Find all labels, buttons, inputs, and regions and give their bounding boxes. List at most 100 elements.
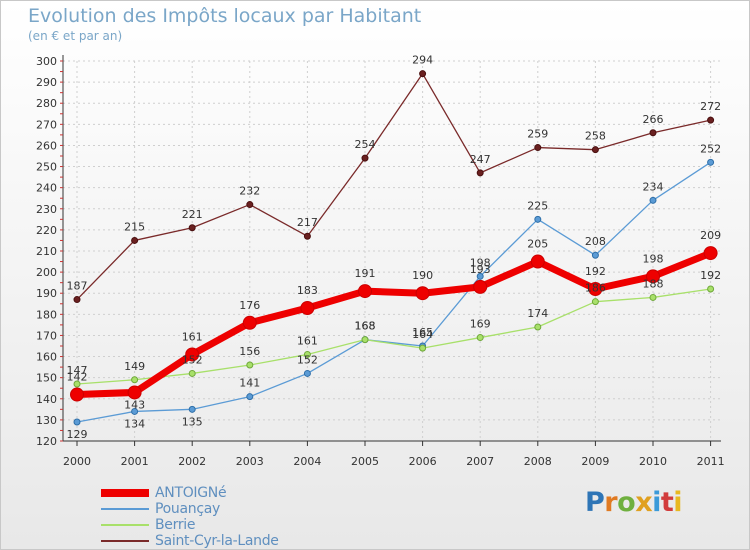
data-point-saint-cyr-la-lande [419, 70, 427, 78]
data-point-saint-cyr-la-lande [591, 146, 599, 154]
y-tick-label: 240 [36, 182, 57, 195]
data-label-berrie: 147 [67, 364, 88, 377]
data-point-berrie [707, 285, 715, 293]
data-label-berrie: 169 [470, 318, 491, 331]
data-label-pouan-ay: 135 [182, 415, 203, 428]
chart-legend: ANTOIGNé Pouançay Berrie Saint-Cyr-la-Lande [101, 485, 279, 549]
data-point-berrie [649, 293, 657, 301]
y-tick-label: 220 [36, 224, 57, 237]
data-label-berrie: 188 [643, 277, 664, 290]
data-point-antoign- [588, 282, 603, 296]
data-point-berrie [188, 369, 196, 377]
data-point-saint-cyr-la-lande [476, 169, 484, 177]
legend-label: Berrie [155, 517, 196, 533]
logo-letter: i [652, 487, 661, 518]
legend-item: Saint-Cyr-la-Lande [101, 533, 279, 549]
x-tick-label: 2006 [409, 455, 437, 468]
y-tick-label: 250 [36, 161, 57, 174]
data-label-berrie: 164 [412, 328, 433, 341]
data-label-saint-cyr-la-lande: 247 [470, 153, 491, 166]
y-tick-label: 300 [36, 55, 57, 68]
data-point-berrie [534, 323, 542, 331]
data-point-antoign- [530, 254, 545, 269]
proxiti-logo: Proxiti [585, 487, 683, 518]
data-point-berrie [361, 336, 369, 344]
data-point-pouan-ay [188, 405, 196, 413]
data-point-saint-cyr-la-lande [707, 116, 715, 124]
data-point-pouan-ay [649, 196, 657, 204]
y-tick-label: 270 [36, 118, 57, 131]
y-tick-label: 170 [36, 329, 57, 342]
y-tick-label: 140 [36, 393, 57, 406]
data-label-saint-cyr-la-lande: 254 [355, 138, 376, 151]
x-tick-label: 2001 [121, 455, 149, 468]
data-label-pouan-ay: 234 [643, 180, 664, 193]
legend-item: Berrie [101, 517, 279, 533]
data-point-berrie [419, 344, 427, 352]
y-tick-label: 190 [36, 287, 57, 300]
data-point-pouan-ay [131, 407, 139, 415]
data-label-antoign-: 176 [239, 299, 260, 312]
logo-letter: r [604, 487, 618, 518]
x-tick-label: 2004 [293, 455, 321, 468]
y-tick-label: 230 [36, 203, 57, 216]
data-point-saint-cyr-la-lande [246, 201, 254, 209]
data-label-antoign-: 192 [585, 265, 606, 278]
data-label-antoign-: 143 [124, 398, 145, 411]
data-point-antoign- [127, 385, 142, 400]
data-point-berrie [303, 350, 311, 358]
data-point-antoign- [358, 284, 372, 299]
legend-label: Pouançay [155, 501, 220, 517]
x-tick-label: 2009 [581, 455, 609, 468]
data-label-saint-cyr-la-lande: 258 [585, 130, 606, 143]
data-label-antoign-: 209 [700, 229, 721, 242]
y-tick-label: 130 [36, 414, 57, 427]
x-tick-label: 2007 [466, 455, 494, 468]
data-label-pouan-ay: 168 [355, 320, 376, 333]
data-point-pouan-ay [707, 158, 715, 166]
x-tick-label: 2008 [524, 455, 552, 468]
data-label-saint-cyr-la-lande: 215 [124, 220, 145, 233]
data-point-antoign- [703, 246, 718, 261]
data-label-saint-cyr-la-lande: 294 [412, 54, 433, 67]
chart-subtitle: (en € et par an) [28, 29, 123, 43]
data-point-pouan-ay [73, 418, 81, 426]
chart-title: Evolution des Impôts locaux par Habitant [28, 5, 422, 27]
legend-swatch [101, 508, 149, 510]
legend-swatch [101, 489, 149, 497]
legend-swatch [101, 524, 149, 526]
legend-swatch [101, 540, 149, 542]
data-point-antoign- [473, 279, 488, 294]
legend-label: Saint-Cyr-la-Lande [155, 533, 279, 549]
logo-letter: i [673, 487, 683, 518]
data-label-pouan-ay: 252 [700, 142, 721, 155]
data-label-berrie: 161 [297, 334, 318, 347]
y-tick-label: 290 [36, 76, 57, 89]
data-label-antoign-: 193 [470, 263, 491, 276]
data-label-antoign-: 198 [643, 252, 664, 265]
data-label-saint-cyr-la-lande: 187 [67, 280, 88, 293]
logo-letter: o [617, 487, 636, 518]
data-label-pouan-ay: 225 [527, 199, 548, 212]
legend-item: Pouançay [101, 501, 279, 517]
data-label-berrie: 192 [700, 269, 721, 282]
data-point-antoign- [300, 301, 315, 315]
data-label-pouan-ay: 165 [412, 326, 433, 339]
data-point-pouan-ay [246, 393, 254, 401]
legend-item: ANTOIGNé [101, 485, 279, 501]
y-tick-label: 120 [36, 435, 57, 448]
data-point-antoign- [646, 269, 660, 284]
data-point-saint-cyr-la-lande [73, 296, 81, 304]
y-tick-label: 280 [36, 97, 57, 110]
data-point-antoign- [185, 347, 200, 362]
y-tick-label: 260 [36, 139, 57, 152]
data-label-pouan-ay: 141 [239, 377, 260, 390]
data-point-saint-cyr-la-lande [534, 144, 542, 152]
data-label-saint-cyr-la-lande: 259 [527, 128, 548, 141]
x-tick-label: 2003 [236, 455, 264, 468]
data-point-berrie [591, 298, 599, 306]
data-label-saint-cyr-la-lande: 217 [297, 216, 318, 229]
data-label-saint-cyr-la-lande: 272 [700, 100, 721, 113]
